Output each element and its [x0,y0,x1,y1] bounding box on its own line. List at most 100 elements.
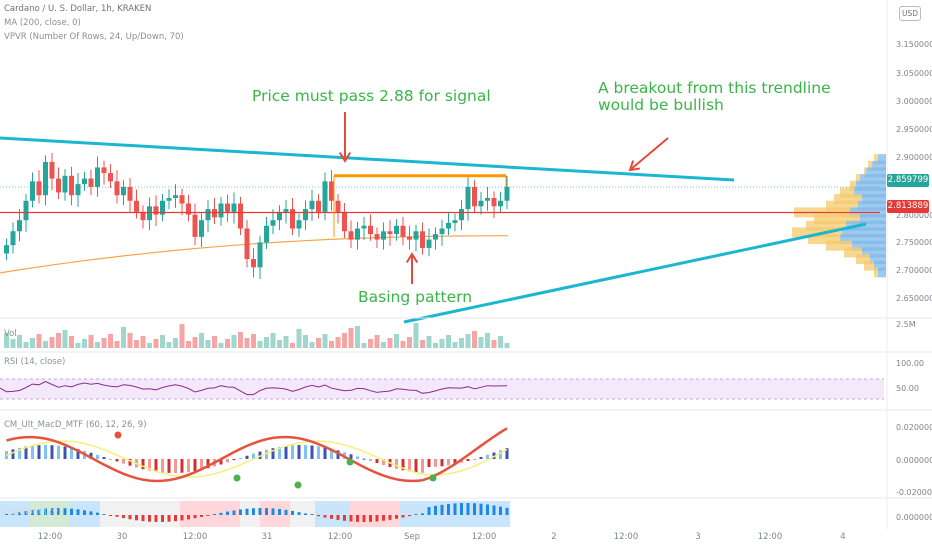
vpvr-row [874,154,878,165]
volume-bar [426,336,432,348]
squeeze-bar [473,503,476,515]
vpvr-row [844,247,862,258]
macd-histogram-bar [226,459,229,463]
squeeze-bar [440,504,444,515]
macd-histogram-bar [440,459,444,467]
vpvr-row [808,234,840,245]
candle-body [478,200,484,207]
volume-bar [218,343,224,348]
volume-bar [387,338,393,348]
price-axis-label: 3.150000 [896,40,932,49]
vpvr-row [834,194,862,205]
candle-body [374,234,380,240]
breakout-arrow-head [628,160,641,172]
volume-bar [88,335,94,348]
vpvr-row [842,227,886,238]
squeeze-bar [213,514,216,515]
candle-body [69,175,74,196]
candle-body [290,209,295,229]
bottom-pane-label[interactable]: Sqzmom (20) [4,507,62,517]
squeeze-bar [193,515,197,519]
candle-body [225,203,230,212]
macd-histogram-bar [284,445,288,459]
squeeze-block [315,501,350,527]
time-axis-label: 3 [695,532,701,542]
volume-bar [186,341,191,348]
candle-body [407,236,412,240]
candle-body [433,234,438,240]
indicator-ma-label[interactable]: MA (200, close, 0) [4,18,81,28]
candle-body [82,178,87,185]
macd-histogram-bar [232,459,236,461]
macd-histogram-bar [50,445,54,459]
squeeze-bar [200,515,203,517]
breakout-annotation-line2: would be bullish [598,96,724,114]
rsi-pane-label[interactable]: RSI (14, close) [4,357,66,367]
candle-body [420,231,425,248]
macd-histogram-bar [44,445,47,459]
vpvr-row [840,187,854,198]
squeeze-bar [109,515,112,516]
macd-histogram-bar [154,459,158,472]
volume-bar [485,333,490,348]
macd-histogram-bar [310,445,314,459]
macd-histogram-bar [375,459,379,464]
squeeze-bar [50,508,54,515]
macd-histogram-bar [193,459,197,472]
volume-bar [290,343,295,348]
squeeze-bar [466,503,470,515]
candle-body [329,181,334,201]
currency-button[interactable]: USD [899,6,921,21]
bottom-axis-label: 0.000000 [896,513,932,522]
macd-histogram-bar [115,459,119,462]
macd-histogram-bar [200,459,203,470]
squeeze-bar [421,513,424,515]
squeeze-bar [128,515,132,520]
candle-body [153,206,159,215]
macd-histogram-bar [278,446,281,459]
candle-body [36,181,42,196]
macd-histogram-bar [401,459,405,471]
volume-bar [433,343,438,348]
breakout-annotation-line1: A breakout from this trendline [598,79,831,97]
vpvr-row [792,227,842,238]
basing-annotation: Basing pattern [358,288,473,306]
volume-bar [82,339,87,348]
macd-pane-label[interactable]: CM_Ult_MacD_MTF (60, 12, 26, 9) [4,420,147,430]
macd-histogram-bar [18,447,21,459]
macd-cross-dot [233,474,241,482]
candle-body [283,209,289,212]
squeeze-bar [278,509,281,515]
macd-cross-dot [346,458,354,466]
volume-bar [322,334,328,348]
last-price-tag: 2.859799 [887,174,929,187]
squeeze-bar [219,512,223,515]
volume-bar [17,335,22,348]
candle-body [303,209,308,221]
squeeze-bar [18,512,21,515]
macd-axis-label: 0.020000 [896,423,932,432]
volume-bar [238,332,243,348]
volume-bar [459,338,464,348]
volume-pane-label[interactable]: Vol [4,329,17,339]
candle-body [400,225,406,237]
macd-cross-dot [114,431,122,439]
vpvr-row [856,174,860,185]
candle-body [244,228,250,260]
squeeze-bar [330,515,333,519]
time-axis-label: 30 [116,532,128,542]
macd-histogram-bar [24,446,28,459]
candle-body [49,161,55,179]
squeeze-bar [63,508,67,515]
indicator-vpvr-label[interactable]: VPVR (Number Of Rows, 24, Up/Down, 70) [4,32,184,42]
volume-bar [36,334,42,348]
time-axis-label: 2 [551,532,557,542]
macd-histogram-bar [31,445,34,459]
volume-bar [127,333,133,348]
volume-bar [316,338,321,348]
candle-body [394,225,399,235]
volume-bar [108,334,113,348]
candle-body [465,186,471,210]
time-axis-label: Sep [403,532,421,542]
